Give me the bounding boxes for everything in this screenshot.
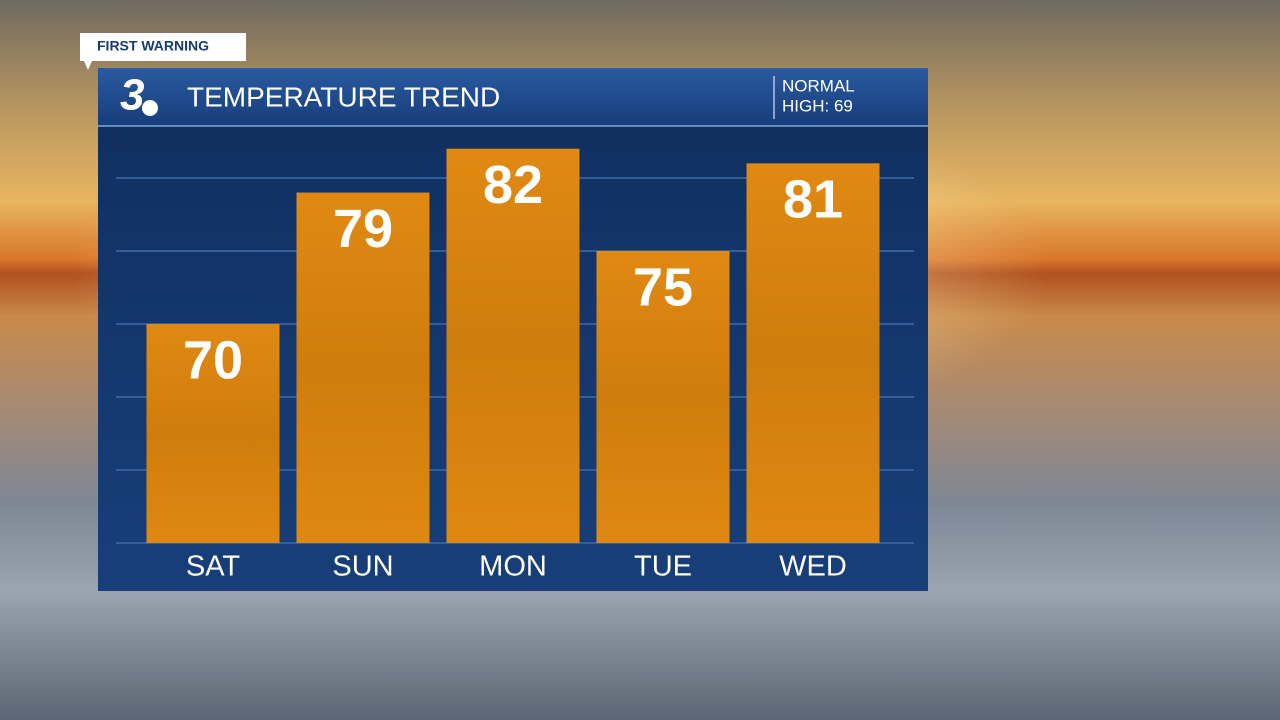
logo: 3 [120, 71, 144, 120]
bar-shade [596, 251, 730, 543]
x-tick-label: SAT [186, 551, 241, 583]
x-tick-label: TUE [634, 551, 692, 583]
value-label: 75 [633, 257, 693, 317]
normal-label: NORMAL [782, 76, 855, 95]
logo-eye [142, 100, 158, 116]
value-label: 70 [183, 330, 243, 390]
chart-title: TEMPERATURE TREND [187, 81, 500, 112]
x-tick-label: SUN [332, 551, 393, 583]
panel-header [98, 68, 928, 126]
normal-value: HIGH: 69 [782, 96, 853, 115]
x-tick-label: MON [479, 551, 547, 583]
badge: FIRST WARNING [97, 38, 209, 54]
value-label: 79 [333, 199, 393, 259]
badge-box [80, 33, 246, 70]
bar-shade [746, 163, 880, 543]
value-label: 81 [783, 170, 843, 230]
bar-shade [296, 192, 430, 543]
bar-shade [446, 148, 580, 544]
x-tick-label: WED [779, 551, 847, 583]
bar-shade [146, 324, 280, 543]
value-label: 82 [483, 155, 543, 215]
